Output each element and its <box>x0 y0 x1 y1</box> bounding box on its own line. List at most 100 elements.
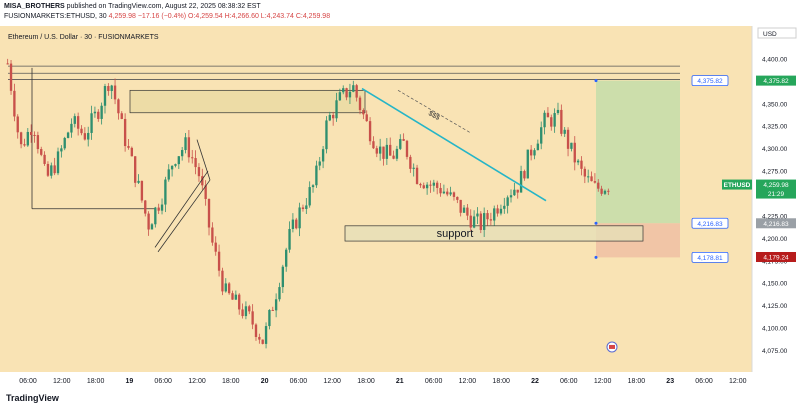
channel-line-3[interactable] <box>196 139 211 181</box>
candle-body <box>318 161 321 166</box>
x-tick-label: 06:00 <box>154 378 172 385</box>
x-tick-label: 06:00 <box>19 378 37 385</box>
candle-body <box>479 213 482 230</box>
candle-body <box>154 207 157 225</box>
x-tick-label: 18:00 <box>357 378 375 385</box>
candle-body <box>607 190 610 192</box>
supply-zone[interactable] <box>129 89 366 114</box>
candle-body <box>248 306 251 312</box>
x-tick-label: 12:00 <box>188 378 206 385</box>
candle-body <box>472 216 476 228</box>
price-chart[interactable]: Ethereum / U.S. Dollar · 30 · FUSIONMARK… <box>0 26 800 390</box>
candle-body <box>375 148 378 154</box>
candle-body <box>503 205 506 209</box>
level-label-box[interactable] <box>691 75 729 87</box>
candle-body <box>395 148 399 159</box>
candle-body <box>365 114 368 122</box>
level-label-box[interactable] <box>691 251 729 263</box>
candle-body <box>519 171 523 193</box>
level-label-box[interactable] <box>691 217 729 229</box>
x-tick-label: 23 <box>666 378 674 385</box>
level-anchor[interactable] <box>594 221 598 225</box>
y-tick-label: 4,075.00 <box>762 348 788 355</box>
level-anchor[interactable] <box>594 255 598 259</box>
candle-body <box>345 88 348 98</box>
candle-body <box>23 144 26 146</box>
candle-body <box>60 148 63 152</box>
author-name[interactable]: MISA_BROTHERS <box>4 3 65 10</box>
candle-body <box>53 165 56 174</box>
candle-body <box>19 132 23 145</box>
axis-price-label: 4,179.24 <box>763 255 789 262</box>
candle-body <box>436 182 439 188</box>
publish-line: MISA_BROTHERS published on TradingView.c… <box>4 3 261 10</box>
channel-line-2[interactable] <box>157 179 211 253</box>
candle-body <box>244 306 248 317</box>
footer: TradingView <box>0 390 800 408</box>
liquidity-label: $$$ <box>427 110 441 122</box>
candle-body <box>56 151 60 174</box>
candle-body <box>278 287 281 300</box>
candle-body <box>459 199 462 213</box>
axis-price-label: 21:29 <box>768 191 785 198</box>
chart-area[interactable]: Ethereum / U.S. Dollar · 30 · FUSIONMARK… <box>0 26 800 390</box>
candle-body <box>224 283 227 292</box>
channel-line-1[interactable] <box>154 170 209 248</box>
candle-body <box>540 127 543 144</box>
candle-body <box>308 187 311 206</box>
x-tick-label: 19 <box>126 378 134 385</box>
candle-body <box>476 213 479 217</box>
target-zone[interactable] <box>596 80 680 224</box>
candle-body <box>573 142 576 163</box>
x-tick-label: 12:00 <box>729 378 747 385</box>
candle-body <box>506 197 509 206</box>
candle-body <box>536 143 540 151</box>
candle-body <box>291 219 295 229</box>
candle-body <box>93 111 97 114</box>
candle-body <box>251 311 254 325</box>
x-tick-label: 06:00 <box>425 378 443 385</box>
candle-body <box>378 146 382 154</box>
candle-body <box>50 165 53 176</box>
candle-body <box>466 207 469 216</box>
candle-body <box>469 215 472 228</box>
candle-body <box>590 176 593 182</box>
candle-body <box>358 97 362 111</box>
y-tick-label: 4,325.00 <box>762 124 788 131</box>
candle-body <box>264 326 268 344</box>
candle-body <box>268 309 271 327</box>
candle-body <box>113 85 117 100</box>
candle-body <box>372 141 375 149</box>
candle-body <box>513 189 516 196</box>
x-tick-label: 18:00 <box>222 378 240 385</box>
currency-box[interactable] <box>757 27 797 39</box>
tradingview-logo[interactable]: TradingView <box>6 393 59 403</box>
candle-body <box>33 134 36 136</box>
level-anchor[interactable] <box>594 79 598 83</box>
candle-body <box>285 249 288 267</box>
candle-body <box>281 266 285 288</box>
symbol-text: FUSIONMARKETS:ETHUSD, 30 <box>4 13 107 20</box>
x-tick-label: 12:00 <box>323 378 341 385</box>
candle-body <box>90 113 93 133</box>
candle-body <box>107 86 110 92</box>
symbol-tag-box <box>722 179 752 190</box>
axis-price-label-box <box>756 218 796 229</box>
candle-body <box>70 123 73 133</box>
candle-body <box>46 163 50 176</box>
axis-price-label-box <box>756 75 796 86</box>
candle-body <box>587 176 590 178</box>
descending-trendline[interactable] <box>361 87 547 202</box>
candle-body <box>16 116 19 133</box>
candle-body <box>97 111 100 119</box>
liquidity-line[interactable] <box>397 90 471 133</box>
level-label: 4,375.82 <box>697 78 723 85</box>
candle-body <box>452 192 456 197</box>
candle-body <box>217 251 221 271</box>
candle-body <box>295 219 298 229</box>
candle-body <box>150 224 154 230</box>
y-tick-label: 4,100.00 <box>762 326 788 333</box>
support-zone[interactable] <box>344 225 644 242</box>
symbol-line: FUSIONMARKETS:ETHUSD, 30 4,259.98 −17.16… <box>4 13 330 20</box>
candle-body <box>157 207 160 211</box>
